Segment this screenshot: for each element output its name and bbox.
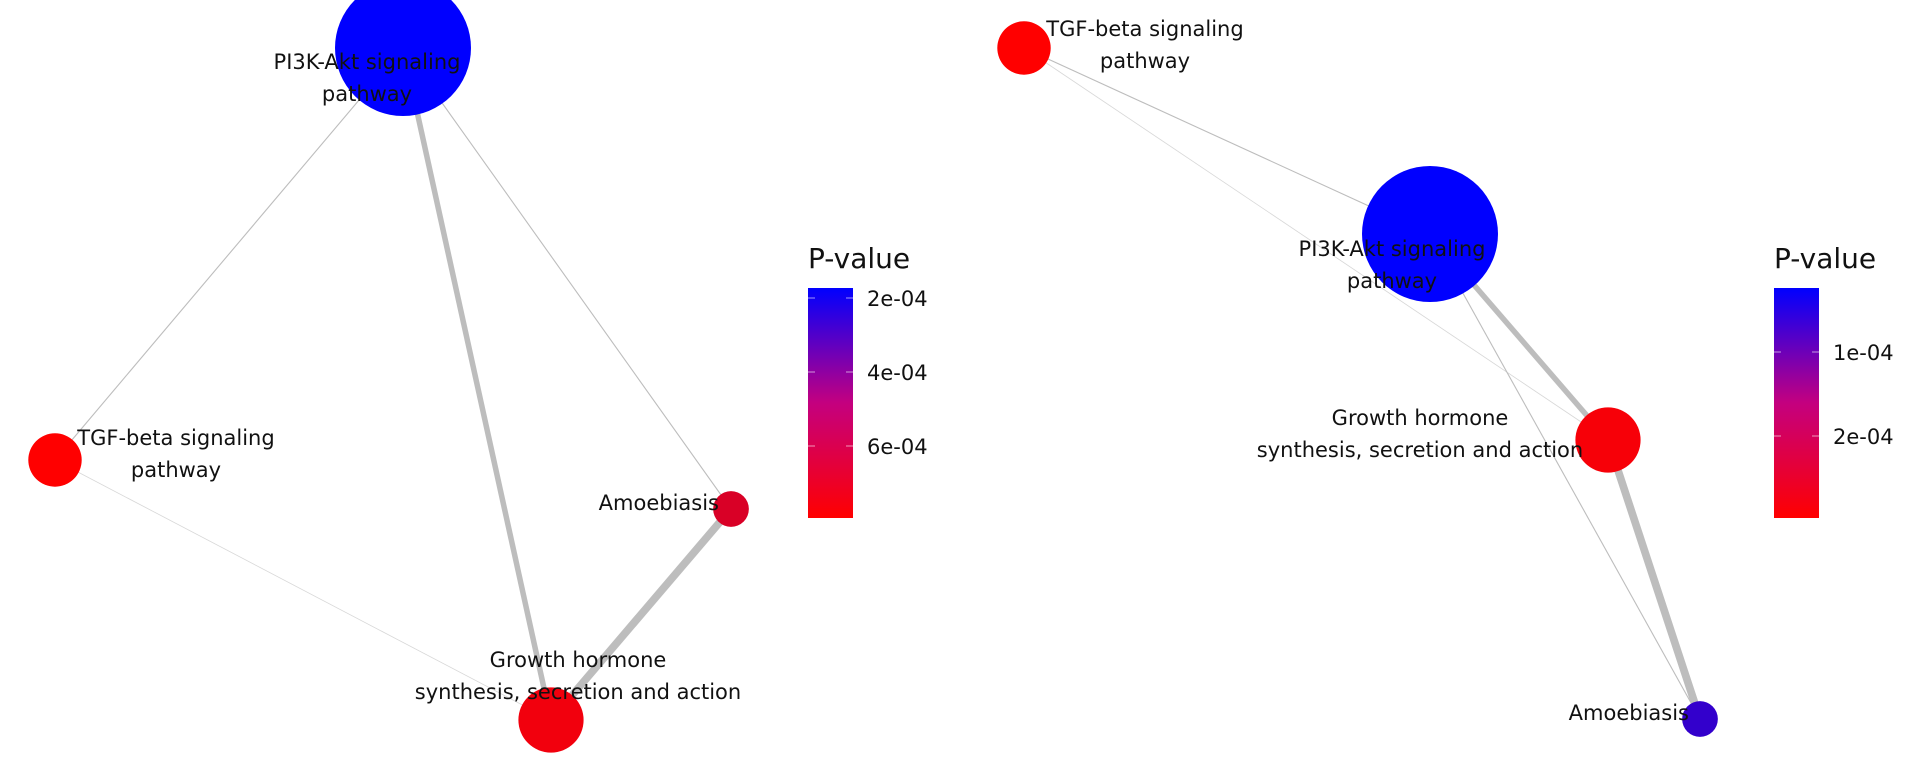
node-pi3k[interactable] — [335, 0, 471, 116]
node-pi3k[interactable] — [1362, 166, 1498, 302]
edge-gh-amoeb — [1604, 438, 1704, 721]
edge-pi3k-gh — [400, 47, 554, 721]
node-gh[interactable] — [1575, 407, 1641, 473]
legend-tick-label: 1e-04 — [1833, 341, 1894, 365]
legend-tick-label: 4e-04 — [867, 361, 928, 385]
node-tgf[interactable] — [997, 21, 1051, 75]
node-gh[interactable] — [518, 687, 584, 753]
edge-pi3k-amoeb — [1429, 233, 1701, 720]
legend-colorbar — [1774, 288, 1819, 518]
edge-tgf-gh — [54, 459, 552, 721]
node-label-gh: synthesis, secretion and action — [1257, 438, 1583, 462]
legend-tick-label: 2e-04 — [1833, 425, 1894, 449]
legend-title: P-value — [808, 242, 910, 275]
node-label-tgf: pathway — [1100, 49, 1190, 73]
edge-pi3k-amoeb — [402, 47, 732, 510]
node-label-tgf: TGF-beta signaling — [76, 426, 274, 450]
node-label-pi3k: PI3K-Akt signaling — [1299, 237, 1486, 261]
node-label-pi3k: PI3K-Akt signaling — [274, 50, 461, 74]
node-label-tgf: pathway — [131, 458, 221, 482]
network-panel-2: TGF-beta signaling pathway PI3K-Akt signal… — [997, 17, 1894, 737]
node-label-amoeb: Amoebiasis — [599, 491, 719, 515]
node-label-pi3k: pathway — [1347, 269, 1437, 293]
edge-tgf-gh — [1023, 47, 1609, 441]
network-panel-1: PI3K-Akt signaling pathway TGF-beta signal… — [28, 0, 928, 753]
nodes-panel-2 — [997, 21, 1718, 737]
node-amoeb[interactable] — [1682, 701, 1718, 737]
legend-title: P-value — [1774, 242, 1876, 275]
node-amoeb[interactable] — [713, 491, 749, 527]
legend-tick-label: 6e-04 — [867, 435, 928, 459]
nodes-panel-1 — [28, 0, 749, 753]
legend-tick-label: 2e-04 — [867, 287, 928, 311]
edge-tgf-pi3k — [1023, 47, 1431, 235]
node-label-gh: synthesis, secretion and action — [415, 680, 741, 704]
node-label-gh: Growth hormone — [1332, 406, 1509, 430]
legend-colorbar — [808, 288, 853, 518]
node-label-pi3k: pathway — [322, 82, 412, 106]
labels-panel-2: TGF-beta signaling pathway PI3K-Akt signal… — [1045, 17, 1689, 725]
edge-amoeb-gh — [548, 506, 734, 723]
edge-pi3k-tgf — [54, 47, 404, 461]
labels-panel-1: PI3K-Akt signaling pathway TGF-beta signal… — [76, 50, 741, 704]
node-label-tgf: TGF-beta signaling — [1045, 17, 1243, 41]
node-label-gh: Growth hormone — [490, 648, 667, 672]
legend-panel-1: P-value 2e-04 4e-04 6e-04 — [808, 242, 928, 518]
legend-panel-2: P-value 1e-04 2e-04 — [1774, 242, 1894, 518]
edges-panel-1 — [54, 47, 734, 723]
node-tgf[interactable] — [28, 433, 82, 487]
node-label-amoeb: Amoebiasis — [1569, 701, 1689, 725]
edges-panel-2 — [1023, 47, 1704, 721]
